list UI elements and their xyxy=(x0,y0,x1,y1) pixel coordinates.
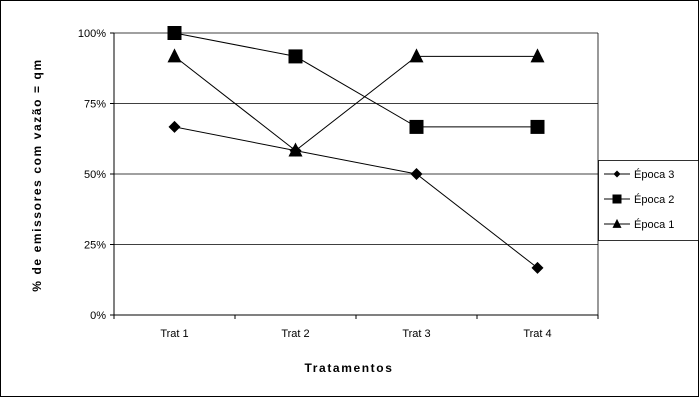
point-diamond xyxy=(531,261,544,274)
legend: Época 3 Época 2 Época 1 xyxy=(598,160,699,241)
x-tick-labels: Trat 1 Trat 2 Trat 3 Trat 4 xyxy=(160,328,551,340)
y-tick-label: 25% xyxy=(84,240,106,252)
point-diamond xyxy=(168,120,181,133)
x-tick-label: Trat 4 xyxy=(523,328,551,340)
series xyxy=(167,26,545,134)
y-axis-title: % de emissores com vazão = qm xyxy=(30,58,44,291)
point-square xyxy=(288,49,303,64)
point-square xyxy=(409,119,424,134)
x-axis-title: Tratamentos xyxy=(305,361,394,375)
point-square xyxy=(167,26,182,40)
y-tick-label: 100% xyxy=(78,28,106,40)
series-line xyxy=(174,32,538,128)
series-line xyxy=(174,55,538,152)
legend-label: Época 3 xyxy=(634,168,674,181)
point-triangle xyxy=(612,218,622,228)
series xyxy=(167,48,545,157)
legend-entry: Época 1 xyxy=(604,218,674,231)
x-tick-label: Trat 1 xyxy=(160,328,188,340)
point-triangle xyxy=(530,48,545,63)
axes xyxy=(110,32,599,319)
x-tick-label: Trat 3 xyxy=(402,328,430,340)
point-diamond xyxy=(613,170,621,178)
point-triangle xyxy=(167,48,182,63)
y-tick-label: 75% xyxy=(84,99,106,111)
x-tick-label: Trat 2 xyxy=(281,328,309,340)
y-tick-label: 50% xyxy=(84,169,106,181)
legend-entry: Época 2 xyxy=(604,193,674,206)
point-diamond xyxy=(410,168,423,180)
y-tick-labels: 0% 25% 50% 75% 100% xyxy=(78,28,106,322)
legend-entry: Época 3 xyxy=(604,168,674,181)
legend-label: Época 2 xyxy=(634,193,674,206)
y-tick-label: 0% xyxy=(90,310,106,322)
point-square xyxy=(612,194,622,204)
legend-label: Época 1 xyxy=(634,218,674,231)
point-triangle xyxy=(409,48,424,63)
point-triangle xyxy=(288,142,303,157)
series-group xyxy=(167,26,545,274)
series-line xyxy=(174,126,538,269)
point-square xyxy=(530,119,545,134)
